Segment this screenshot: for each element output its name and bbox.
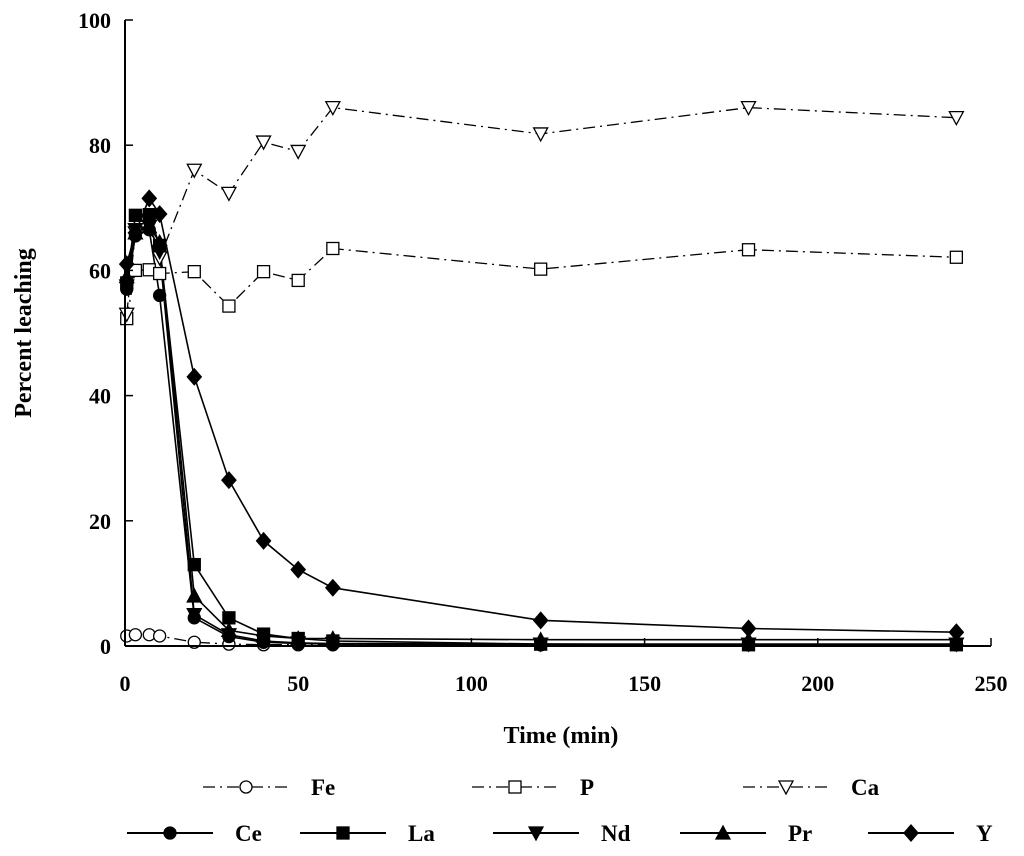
legend-label-fe: Fe: [311, 775, 335, 800]
y-tick-label-40: 40: [89, 384, 111, 409]
legend-label-pr: Pr: [788, 821, 812, 846]
plot-lines: [125, 106, 957, 646]
data-point-ca-7: [290, 144, 307, 160]
legend-label-nd: Nd: [601, 821, 631, 846]
data-point-la-1: [128, 208, 143, 222]
x-tick-label-200: 200: [801, 671, 834, 696]
legend-marker-ca: [777, 780, 795, 796]
plot-markers: [118, 100, 965, 653]
data-point-ca-10: [740, 100, 757, 117]
data-point-p-5: [222, 299, 236, 313]
data-point-y-8: [324, 578, 341, 597]
data-point-y-3: [151, 205, 168, 224]
data-point-y-4: [186, 367, 203, 386]
data-point-y-5: [221, 471, 237, 490]
legend-label-y: Y: [976, 821, 993, 846]
data-point-p-8: [326, 241, 340, 256]
legend-item-ce: Ce: [127, 821, 262, 846]
data-point-p-10: [741, 243, 756, 257]
y-axis-label: Percent leaching: [11, 248, 37, 418]
series-line-p: [126, 247, 957, 319]
legend-marker-ce: [163, 826, 177, 840]
data-point-pr-3: [151, 233, 168, 249]
x-tick-label-250: 250: [975, 671, 1008, 696]
data-point-ca-8: [324, 100, 341, 117]
data-point-pr-6: [255, 627, 272, 643]
data-point-fe-3: [152, 629, 167, 643]
data-point-ca-6: [255, 135, 272, 151]
data-point-fe-1: [128, 628, 143, 642]
data-point-p-9: [534, 262, 548, 276]
data-point-ce-3: [152, 288, 167, 303]
data-point-la-4: [187, 557, 201, 572]
x-tick-label-150: 150: [628, 671, 661, 696]
legend-item-y: Y: [868, 821, 993, 846]
legend-marker-p: [508, 780, 522, 794]
legend-marker-la: [336, 826, 350, 840]
legend-marker-pr: [714, 824, 732, 840]
data-point-ca-0: [118, 307, 135, 323]
data-point-ca-9: [532, 127, 549, 143]
series-line-la: [125, 213, 957, 646]
data-point-pr-2: [141, 218, 158, 234]
legend-item-fe: Fe: [203, 775, 335, 800]
legend-item-p: P: [472, 775, 594, 800]
series-line-ca: [126, 106, 957, 315]
y-tick-label-60: 60: [89, 258, 111, 283]
legend-item-la: La: [300, 821, 435, 846]
x-tick-label-100: 100: [455, 671, 488, 696]
legend: Fe P Ca Ce La Nd Pr Y: [127, 775, 993, 846]
x-axis-label: Time (min): [504, 723, 619, 749]
legend-label-ce: Ce: [235, 821, 262, 846]
y-tick-label-80: 80: [89, 133, 111, 158]
data-point-p-11: [949, 250, 964, 264]
legend-marker-fe: [239, 780, 253, 794]
data-point-y-10: [740, 619, 757, 638]
legend-item-ca: Ca: [743, 775, 880, 800]
y-tick-label-0: 0: [100, 634, 111, 659]
axes: 0 20 40 60 80 100 0 50 100 150 200 250: [78, 8, 1008, 696]
data-point-nd-4: [186, 608, 203, 624]
x-tick-label-0: 0: [120, 671, 131, 696]
data-point-pr-4: [186, 587, 203, 603]
data-point-p-7: [291, 273, 305, 288]
legend-label-ca: Ca: [851, 775, 880, 800]
data-point-y-6: [255, 531, 272, 550]
legend-item-nd: Nd: [493, 821, 631, 846]
series-line-nd: [125, 225, 957, 645]
data-point-y-0: [118, 255, 135, 274]
data-point-ca-4: [186, 163, 203, 179]
data-point-pr-5: [220, 621, 238, 637]
legend-marker-y: [903, 824, 919, 842]
data-point-y-11: [948, 623, 965, 642]
data-point-p-3: [152, 266, 167, 281]
legend-marker-nd: [527, 826, 545, 842]
data-point-p-4: [187, 265, 201, 279]
data-point-ca-11: [948, 111, 965, 127]
legend-label-p: P: [580, 775, 594, 800]
data-point-pr-8: [324, 630, 341, 646]
data-point-y-9: [532, 611, 549, 630]
legend-item-pr: Pr: [680, 821, 812, 846]
y-tick-label-100: 100: [78, 8, 111, 33]
data-point-y-7: [290, 560, 307, 579]
x-tick-label-50: 50: [287, 671, 309, 696]
data-point-pr-0: [118, 268, 135, 284]
data-point-p-6: [256, 265, 271, 279]
data-point-y-1: [127, 223, 144, 242]
series-line-pr: [125, 225, 957, 641]
series-line-ce: [125, 228, 957, 646]
data-point-y-2: [141, 189, 158, 208]
legend-label-la: La: [408, 821, 435, 846]
data-point-ca-5: [220, 186, 238, 202]
y-tick-label-20: 20: [89, 509, 111, 534]
